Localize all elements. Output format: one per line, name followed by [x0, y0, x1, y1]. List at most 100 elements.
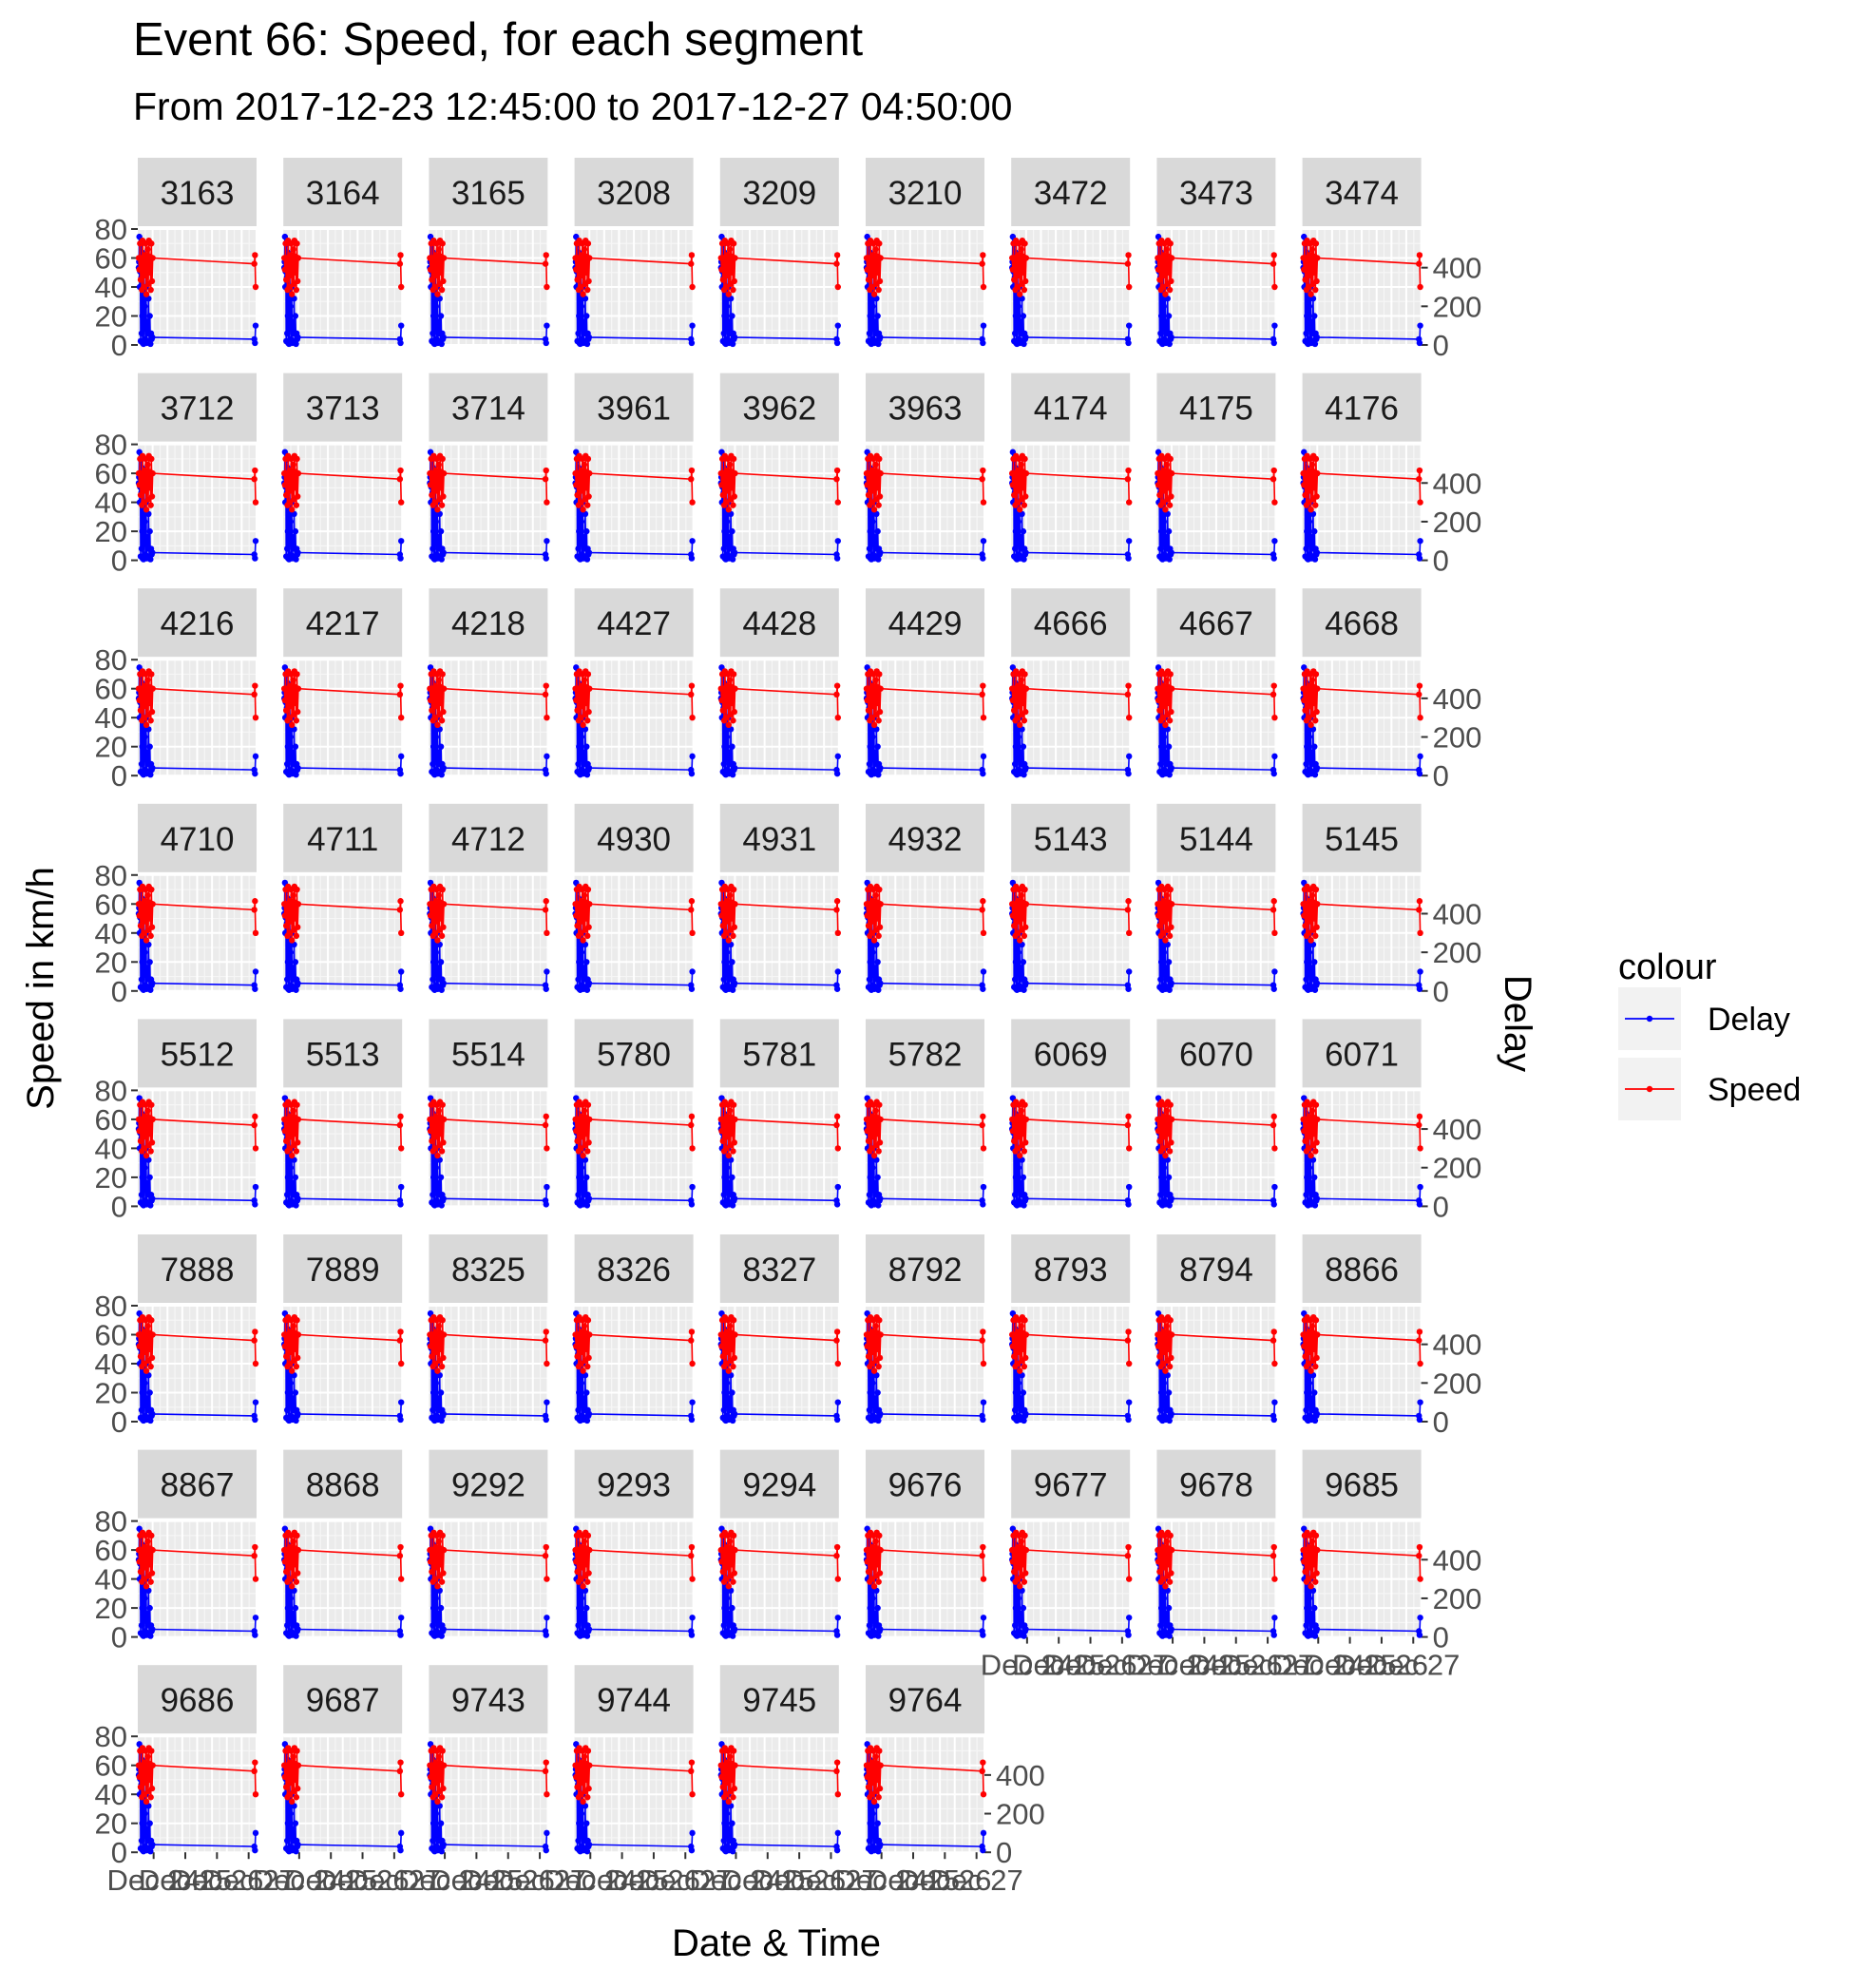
speed-point [1167, 287, 1173, 293]
delay-point [689, 555, 695, 561]
y-tick-label: 0 [111, 975, 127, 1008]
y2-tick-label: 400 [1433, 897, 1482, 930]
delay-point [732, 980, 737, 985]
delay-point [579, 1165, 584, 1171]
delay-point [1169, 765, 1174, 771]
delay-point [1125, 986, 1131, 992]
speed-point [1313, 1139, 1319, 1145]
delay-point [1163, 1180, 1169, 1186]
delay-point [253, 754, 258, 759]
delay-point [867, 959, 872, 965]
speed-point [1309, 1108, 1315, 1114]
delay-point [1158, 528, 1164, 534]
speed-point [543, 476, 548, 482]
delay-point [581, 1180, 586, 1186]
speed-point [979, 476, 984, 482]
delay-point [1417, 986, 1422, 992]
delay-point [285, 959, 291, 965]
speed-point [253, 1145, 258, 1151]
delay-point [1014, 540, 1020, 545]
speed-point [833, 476, 839, 482]
speed-point [1271, 252, 1277, 258]
speed-point [876, 671, 882, 677]
speed-point [294, 671, 299, 677]
speed-point [730, 1148, 735, 1154]
speed-point [877, 493, 883, 499]
delay-point [398, 754, 404, 759]
speed-point [981, 1145, 986, 1151]
speed-point [544, 715, 549, 720]
delay-point [867, 976, 872, 982]
delay-point [575, 1192, 581, 1197]
speed-point [397, 468, 403, 473]
facet-label: 4711 [307, 821, 378, 858]
speed-point [1021, 1101, 1027, 1107]
delay-point [149, 765, 155, 771]
speed-point [1417, 930, 1422, 936]
speed-point [295, 925, 300, 930]
speed-point [1416, 1122, 1422, 1128]
speed-point [874, 915, 880, 921]
delay-point [1304, 528, 1309, 534]
speed-point [544, 930, 549, 936]
y-tick-label: 60 [95, 1319, 127, 1352]
speed-point [1168, 925, 1174, 930]
delay-point [1012, 976, 1018, 982]
speed-point [580, 722, 585, 728]
speed-point [833, 907, 839, 912]
speed-point [1311, 700, 1317, 706]
delay-point [284, 1192, 290, 1197]
delay-point [293, 744, 298, 750]
speed-point [148, 1101, 154, 1107]
delay-point [1166, 959, 1172, 965]
speed-point [283, 492, 289, 498]
delay-point [872, 965, 878, 970]
delay-point [438, 1175, 444, 1180]
delay-point [1021, 528, 1026, 534]
speed-point [1125, 692, 1131, 698]
delay-point [438, 528, 444, 534]
speed-point [397, 682, 403, 688]
delay-point [1417, 1184, 1422, 1190]
delay-point [723, 325, 729, 331]
y-tick-label: 60 [95, 888, 127, 921]
speed-point [429, 923, 434, 928]
facet-label: 9764 [888, 1682, 963, 1719]
delay-point [146, 1175, 152, 1180]
speed-point [295, 493, 300, 499]
delay-point [1161, 1165, 1167, 1171]
speed-point [441, 1117, 447, 1122]
speed-point [1022, 709, 1028, 715]
speed-point [1166, 1131, 1172, 1137]
speed-point [1125, 1114, 1131, 1119]
speed-point [1164, 246, 1170, 252]
facet-label: 8868 [306, 1467, 380, 1504]
delay-point [435, 965, 441, 970]
delay-point [1160, 970, 1166, 976]
speed-point [251, 1337, 257, 1343]
speed-point [872, 677, 878, 682]
delay-point [430, 761, 435, 767]
speed-point [1021, 887, 1027, 892]
speed-point [688, 907, 694, 912]
facet-label: 4216 [161, 605, 235, 642]
delay-point [1308, 318, 1314, 324]
facet-label: 5512 [161, 1036, 235, 1073]
y2-tick-label: 0 [1433, 1190, 1449, 1223]
speed-point [1018, 892, 1023, 898]
delay-point [139, 1407, 144, 1413]
speed-point [440, 278, 446, 284]
delay-point [1158, 313, 1164, 318]
delay-point [1163, 750, 1169, 755]
facet-label: 5144 [1179, 821, 1253, 858]
delay-point [1306, 755, 1311, 761]
speed-point [1017, 937, 1022, 943]
speed-point [689, 715, 695, 720]
facet-label: 9294 [742, 1467, 816, 1504]
delay-point [1307, 519, 1312, 525]
delay-point [732, 335, 737, 340]
speed-point [720, 1138, 726, 1144]
speed-point [874, 1131, 880, 1137]
facet-label: 3963 [888, 391, 963, 428]
delay-point [544, 340, 549, 346]
